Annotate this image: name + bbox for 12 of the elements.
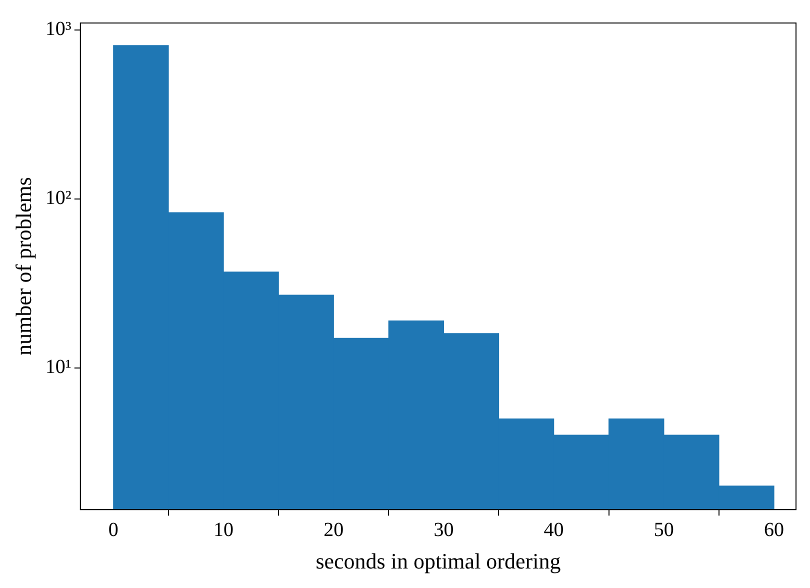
- x-tick-label: 0: [108, 518, 118, 541]
- y-axis-title: number of problems: [10, 177, 36, 356]
- x-tick-label: 10: [214, 518, 234, 541]
- x-tick-label: 20: [324, 518, 344, 541]
- x-tick-label: 40: [544, 518, 564, 541]
- y-tick-label: 10²: [45, 187, 72, 210]
- x-tick-label: 30: [434, 518, 454, 541]
- y-tick-label: 10³: [45, 18, 72, 40]
- x-tick-label: 60: [764, 518, 784, 541]
- x-tick-label: 50: [654, 518, 674, 541]
- y-tick-label: 10¹: [45, 356, 72, 378]
- x-axis-title: seconds in optimal ordering: [316, 548, 561, 574]
